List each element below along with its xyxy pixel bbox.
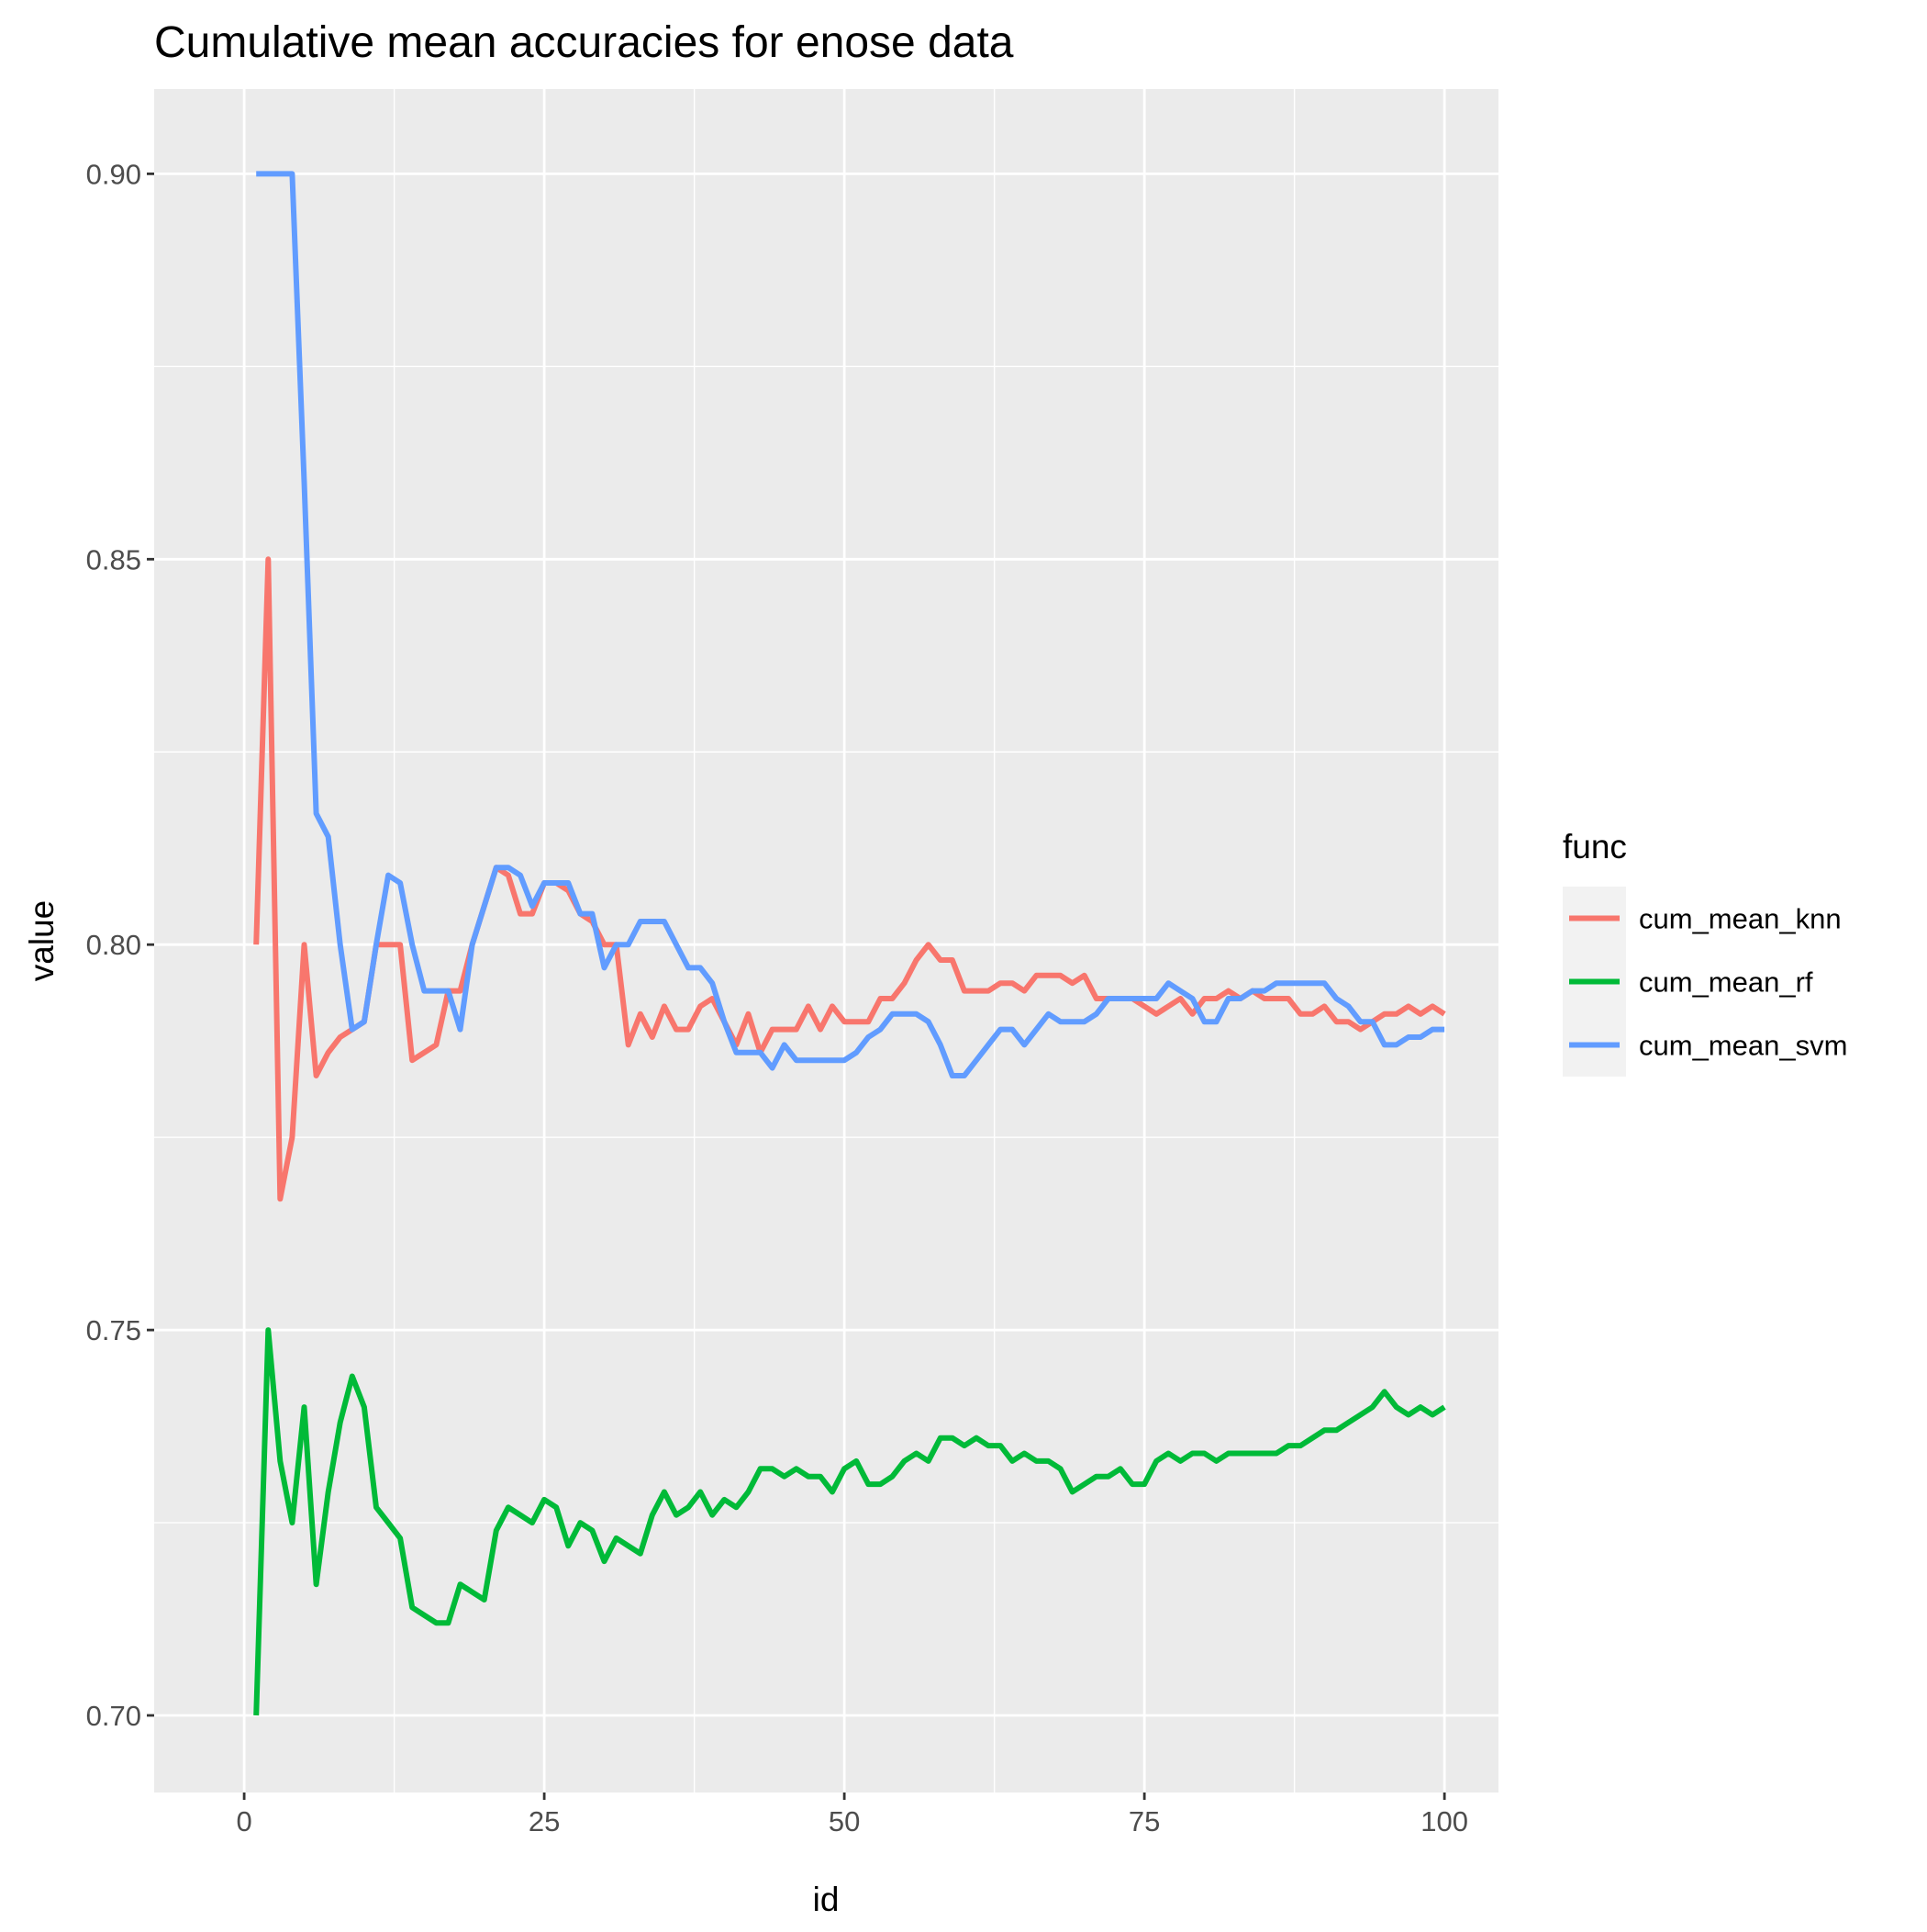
legend-item-cum_mean_knn: cum_mean_knn — [1563, 887, 1842, 950]
x-tick-label: 50 — [829, 1805, 860, 1837]
x-tick-label: 100 — [1420, 1805, 1468, 1837]
plot-panel — [154, 89, 1498, 1792]
chart-title: Cumulative mean accuracies for enose dat… — [154, 18, 1014, 67]
y-tick-label: 0.85 — [86, 543, 141, 575]
grid-major — [154, 89, 1498, 1792]
x-axis-title: id — [813, 1881, 840, 1918]
series-layer — [253, 171, 1446, 1716]
grid-minor — [154, 89, 1498, 1792]
legend: func cum_mean_knn cum_mean_rf cum_mean_svm — [1563, 828, 1847, 1077]
x-axis: 0 25 50 75 100 — [236, 1792, 1468, 1837]
legend-items: cum_mean_knn cum_mean_rf cum_mean_svm — [1563, 887, 1847, 1077]
series-line-cum_mean_svm — [256, 171, 1445, 1078]
legend-item-cum_mean_svm: cum_mean_svm — [1563, 1013, 1847, 1077]
y-tick-label: 0.80 — [86, 929, 141, 961]
y-axis: 0.70 0.75 0.80 0.85 0.90 — [86, 158, 154, 1732]
x-tick-label: 0 — [236, 1805, 251, 1837]
legend-label: cum_mean_knn — [1639, 903, 1842, 935]
legend-label: cum_mean_svm — [1639, 1030, 1847, 1062]
legend-label: cum_mean_rf — [1639, 966, 1813, 999]
y-tick-label: 0.70 — [86, 1700, 141, 1732]
legend-title: func — [1563, 828, 1627, 865]
series-line-cum_mean_rf — [253, 1327, 1446, 1716]
y-tick-label: 0.90 — [86, 158, 141, 190]
x-tick-label: 75 — [1129, 1805, 1160, 1837]
y-tick-label: 0.75 — [86, 1314, 141, 1346]
y-axis-title: value — [23, 900, 61, 981]
legend-item-cum_mean_rf: cum_mean_rf — [1563, 950, 1813, 1013]
x-tick-label: 25 — [529, 1805, 560, 1837]
